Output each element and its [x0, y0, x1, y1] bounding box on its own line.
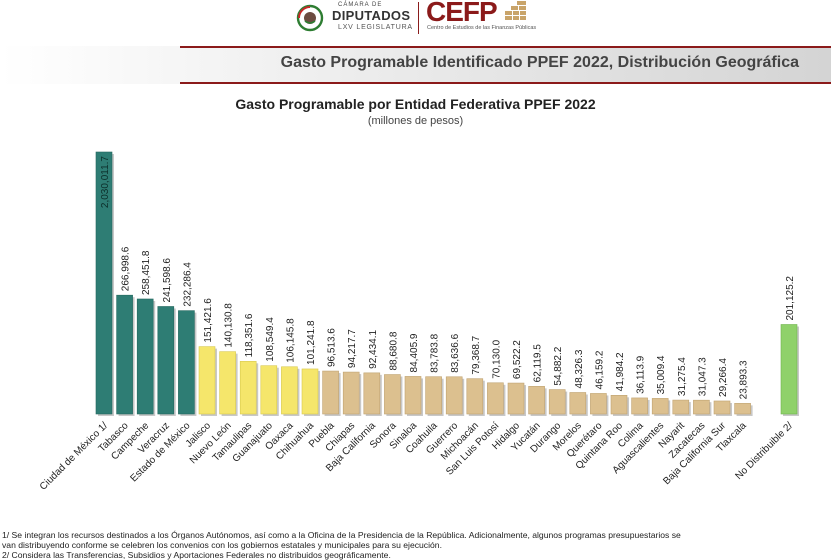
bar [693, 399, 710, 415]
data-label: 106,145.8 [285, 318, 296, 363]
bar [548, 389, 566, 415]
data-label: 83,636.6 [450, 333, 461, 372]
data-label: 88,680.8 [388, 331, 399, 370]
chart-subtitle: (millones de pesos) [367, 115, 464, 127]
data-label: 31,275.4 [677, 357, 688, 396]
bar [322, 370, 339, 415]
footnote-1-line-2: van distribuyendo conforme se celebren l… [2, 540, 442, 550]
bar [363, 372, 381, 415]
bar [301, 368, 319, 415]
bar [734, 403, 751, 415]
logo-divider [418, 2, 419, 34]
bar [281, 366, 298, 415]
category-label: Ciudad de México 1/ [38, 420, 110, 492]
data-label: 48,326.3 [574, 349, 585, 388]
bar [136, 298, 154, 415]
bar [487, 382, 504, 415]
data-label: 201,125.2 [785, 276, 796, 321]
banner-background [0, 46, 831, 84]
bar [780, 324, 798, 415]
data-label: 31,047.3 [697, 357, 708, 396]
legislatura-label: LXV LEGISLATURA [338, 24, 413, 31]
data-label: 140,130.8 [224, 303, 235, 348]
bar [651, 398, 669, 415]
header: CÁMARA DE DIPUTADOS LXV LEGISLATURA CEFP… [0, 0, 831, 40]
bar [95, 151, 113, 415]
bar [425, 376, 442, 415]
data-label: 232,286.4 [182, 262, 193, 307]
bar [590, 393, 607, 415]
data-label: 69,522.2 [512, 340, 523, 379]
diputados-label: DIPUTADOS [332, 8, 411, 23]
data-label: 108,549.4 [265, 317, 276, 362]
bar [528, 386, 545, 415]
bar [404, 376, 422, 415]
data-label: 36,113.9 [636, 355, 647, 394]
cefp-logo-text: CEFP [426, 0, 498, 27]
data-label: 92,434.1 [368, 330, 379, 369]
bar [219, 351, 236, 415]
camara-label: CÁMARA DE [338, 2, 383, 8]
bar [713, 400, 731, 415]
data-label: 70,130.0 [491, 339, 502, 378]
data-label: 83,783.8 [430, 333, 441, 372]
title-banner: Gasto Programable Identificado PPEF 2022… [0, 46, 831, 84]
brick-logo-icon [505, 1, 526, 20]
data-label: 23,893.3 [739, 360, 750, 399]
bar [610, 395, 628, 415]
data-label: 46,159.2 [594, 350, 605, 389]
bar [445, 376, 463, 415]
bar [672, 399, 690, 415]
data-label: 241,598.6 [162, 258, 173, 303]
data-label: 258,451.8 [141, 250, 152, 295]
cefp-subtitle: Centro de Estudios de las Finanzas Públi… [427, 25, 537, 31]
data-label: 62,119.5 [533, 344, 544, 383]
bar [239, 361, 257, 415]
data-label: 54,882.2 [553, 346, 564, 385]
bar [466, 378, 484, 415]
data-label: 35,009.4 [656, 355, 667, 394]
bar [507, 382, 525, 415]
bar [569, 392, 587, 415]
bar [342, 371, 360, 415]
bar [631, 397, 648, 415]
data-label: 151,421.6 [203, 298, 214, 343]
bar [157, 306, 175, 415]
data-label: 29,266.4 [718, 358, 729, 397]
bar [198, 346, 216, 415]
footnote-1-line-1: 1/ Se integran los recursos destinados a… [2, 530, 681, 540]
coat-of-arms-icon [296, 4, 324, 32]
data-label: 94,217.7 [347, 329, 358, 368]
bar [178, 310, 195, 415]
data-label: 96,513.6 [327, 328, 338, 367]
chart-title: Gasto Programable por Entidad Federativa… [235, 96, 596, 112]
banner-title: Gasto Programable Identificado PPEF 2022… [280, 54, 799, 71]
bar [116, 294, 133, 415]
data-label: 84,405.9 [409, 333, 420, 372]
data-label: 118,351.6 [244, 313, 255, 357]
data-label: 2,030,011.7 [100, 156, 111, 209]
data-label: 79,368.7 [471, 335, 482, 374]
data-label: 41,984.2 [615, 352, 626, 391]
bar [384, 374, 401, 415]
data-label: 266,998.6 [121, 246, 132, 291]
data-label: 101,241.8 [306, 320, 317, 365]
footnote-2: 2/ Considera las Transferencias, Subsidi… [2, 550, 391, 560]
bar [260, 365, 278, 415]
